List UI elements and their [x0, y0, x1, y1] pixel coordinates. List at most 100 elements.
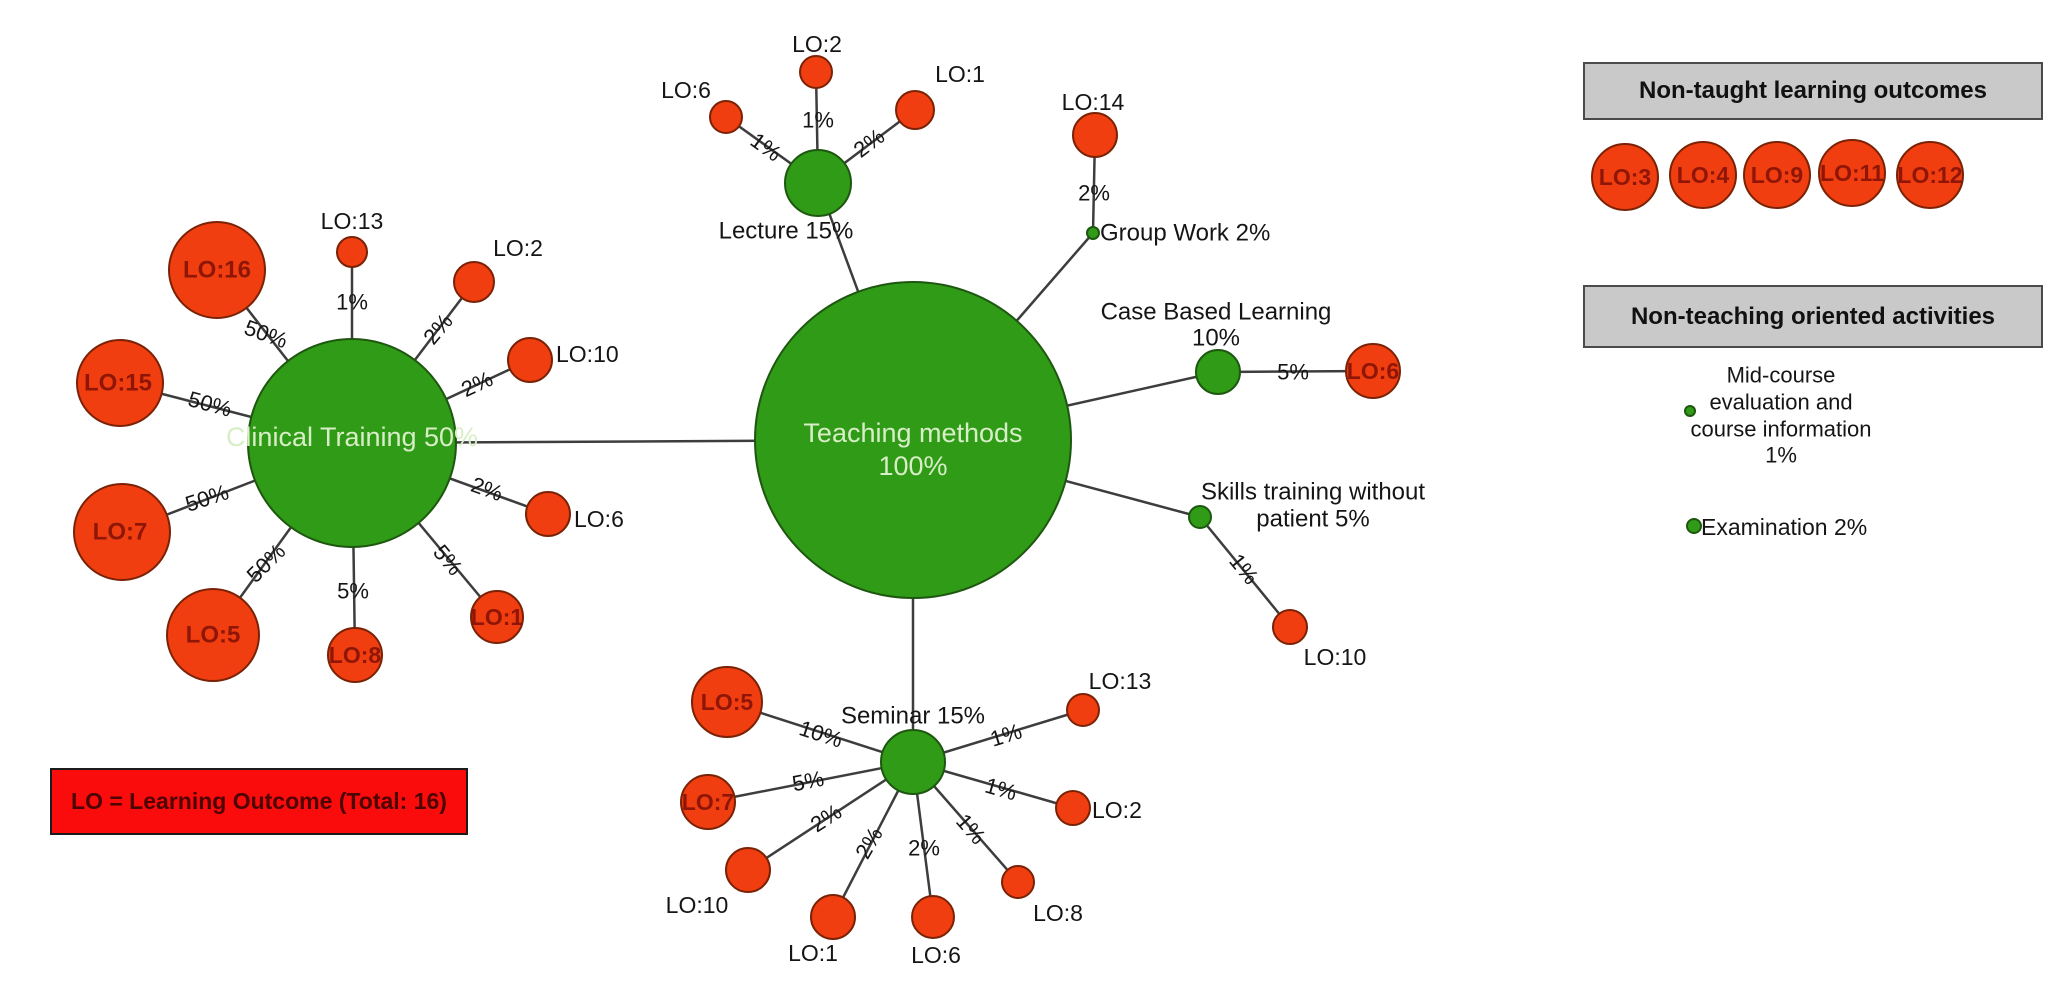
node-label-clinical: Clinical Training 50% — [226, 422, 478, 452]
lo-node-c5 — [166, 588, 260, 682]
node-label-se6: LO:6 — [911, 942, 961, 968]
node-label-l1: LO:1 — [935, 61, 985, 87]
lo-node-cb6 — [1345, 343, 1401, 399]
legend-note-text: LO = Learning Outcome (Total: 16) — [71, 788, 447, 814]
edge-label-seminar-se1: 2% — [850, 823, 888, 863]
node-label-midcourse-1: evaluation and — [1709, 390, 1852, 415]
edge-label-clinical-c15: 50% — [185, 386, 234, 422]
lo-node-l2 — [799, 55, 833, 89]
edge-label-clinical-c6: 2% — [468, 472, 506, 506]
lo-node-lg3 — [1591, 143, 1659, 211]
edge-label-clinical-c2: 2% — [418, 309, 458, 349]
edge-label-seminar-se5: 10% — [796, 715, 846, 752]
edge-label-clinical-c8: 5% — [337, 579, 369, 604]
hub-node-casebased — [1195, 349, 1241, 395]
node-label-se2: LO:2 — [1092, 797, 1142, 823]
lo-node-lg9 — [1743, 141, 1811, 209]
node-label-seminar: Seminar 15% — [841, 703, 985, 730]
node-label-midcourse-2: course information — [1691, 417, 1872, 442]
node-label-c16: LO:16 — [183, 257, 251, 284]
node-label-lg4: LO:4 — [1677, 162, 1730, 188]
hub-node-skills — [1188, 505, 1212, 529]
non-teaching-header-label: Non-teaching oriented activities — [1630, 302, 1996, 330]
node-label-c7: LO:7 — [93, 519, 148, 546]
node-label-casebased-1: 10% — [1192, 325, 1240, 352]
edge-label-clinical-c5: 50% — [242, 539, 291, 588]
node-label-lg12: LO:12 — [1897, 162, 1962, 188]
node-label-c5: LO:5 — [186, 622, 241, 649]
node-label-lg11: LO:11 — [1820, 160, 1884, 186]
node-label-c10: LO:10 — [556, 341, 619, 367]
node-label-groupwork: Group Work 2% — [1100, 220, 1270, 247]
edge-seminar-se7 — [707, 760, 914, 804]
lo-node-c1 — [470, 590, 524, 644]
edge-label-groupwork-g14: 2% — [1078, 181, 1110, 206]
node-label-lecture: Lecture 15% — [719, 218, 854, 245]
lo-node-c10 — [507, 337, 553, 383]
node-label-midcourse-3: 1% — [1765, 443, 1797, 468]
lo-node-se8 — [1001, 865, 1035, 899]
node-label-se10: LO:10 — [666, 892, 729, 918]
node-label-l6: LO:6 — [661, 77, 711, 103]
node-label-c8: LO:8 — [329, 642, 382, 668]
node-label-se7: LO:7 — [682, 789, 734, 815]
node-label-c1: LO:1 — [471, 604, 524, 630]
edge-label-lecture-l6: 1% — [746, 128, 786, 167]
hub-node-groupwork — [1086, 226, 1100, 240]
lo-node-c6 — [525, 491, 571, 537]
edge-label-casebased-cb6: 5% — [1277, 360, 1309, 385]
node-label-c15: LO:15 — [84, 370, 152, 397]
edge-label-seminar-se2: 1% — [982, 773, 1019, 806]
edge-label-clinical-c16: 50% — [241, 315, 291, 354]
node-label-se8: LO:8 — [1033, 900, 1083, 926]
lo-node-se5 — [691, 666, 763, 738]
non-taught-header-label: Non-taught learning outcomes — [1639, 77, 1987, 104]
lo-node-c13 — [336, 236, 368, 268]
edge-label-seminar-se10: 2% — [806, 799, 846, 837]
lo-node-se10 — [725, 847, 771, 893]
hub-node-lecture — [784, 149, 852, 217]
node-label-teaching-1: 100% — [878, 451, 947, 481]
lo-node-c16 — [168, 221, 266, 319]
edge-label-lecture-l2: 1% — [802, 108, 834, 133]
non-teaching-header: Non-teaching oriented activities — [1583, 285, 2043, 348]
hub-node-seminar — [880, 729, 946, 795]
node-label-c2: LO:2 — [493, 235, 543, 261]
lo-node-s10 — [1272, 609, 1308, 645]
node-label-exam: Examination 2% — [1701, 514, 1867, 540]
lo-node-c7 — [73, 483, 171, 581]
node-label-c6: LO:6 — [574, 506, 624, 532]
lo-node-lg12 — [1896, 141, 1964, 209]
lo-node-g14 — [1072, 112, 1118, 158]
non-taught-header: Non-taught learning outcomes — [1583, 62, 2043, 120]
node-label-lg3: LO:3 — [1599, 164, 1651, 190]
node-label-skills: Skills training without — [1201, 479, 1425, 506]
legend-note-box: LO = Learning Outcome (Total: 16) — [50, 768, 468, 835]
lo-node-se1 — [810, 894, 856, 940]
lo-node-lg4 — [1669, 141, 1737, 209]
node-label-se13: LO:13 — [1089, 668, 1152, 694]
node-label-s10: LO:10 — [1304, 644, 1367, 670]
edge-label-seminar-se13: 1% — [987, 718, 1025, 751]
node-label-c13: LO:13 — [321, 208, 384, 234]
edge-label-seminar-se7: 5% — [790, 766, 826, 797]
lo-node-c8 — [327, 627, 383, 683]
lo-node-se7 — [680, 774, 736, 830]
lo-node-c15 — [76, 339, 164, 427]
lo-node-l1 — [895, 90, 935, 130]
hub-node-teaching — [754, 281, 1072, 599]
hub-node-exam — [1686, 518, 1702, 534]
node-label-se1: LO:1 — [788, 940, 838, 966]
lo-node-se2 — [1055, 790, 1091, 826]
node-label-cb6: LO:6 — [1347, 358, 1399, 384]
hub-node-clinical — [247, 338, 457, 548]
edge-label-clinical-c7: 50% — [182, 479, 232, 516]
lo-node-se13 — [1066, 693, 1100, 727]
lo-node-c2 — [453, 261, 495, 303]
node-label-teaching: Teaching methods — [803, 418, 1022, 448]
lo-node-lg11 — [1818, 139, 1886, 207]
lo-node-se6 — [911, 895, 955, 939]
node-label-skills-1: patient 5% — [1256, 506, 1369, 533]
